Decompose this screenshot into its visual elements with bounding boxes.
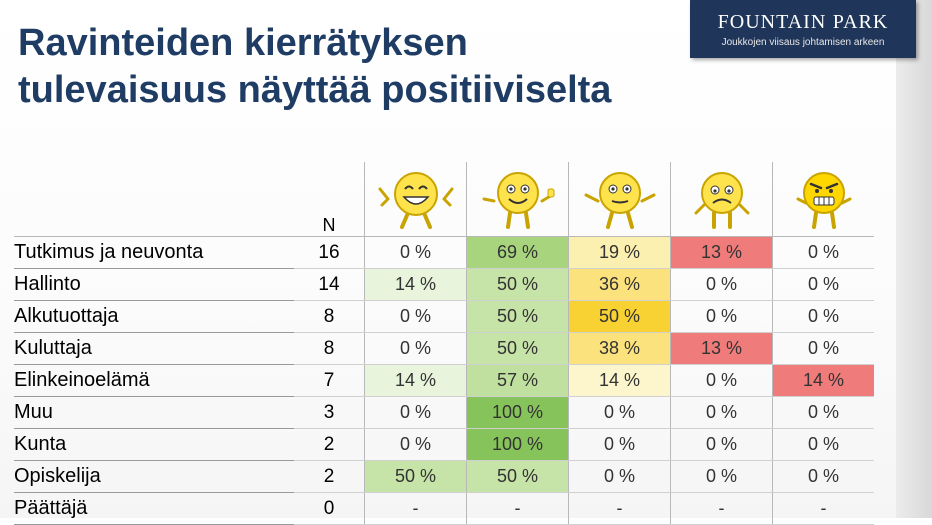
percentage-cell: -	[772, 492, 874, 525]
table-row: Hallinto 14 14 % 50 % 36 % 0 % 0 %	[14, 268, 874, 301]
percentage-cell: 0 %	[670, 460, 773, 493]
angry-face-icon	[773, 162, 875, 237]
happy-face-icon	[466, 162, 569, 237]
logo-name: Fountain Park	[690, 9, 916, 34]
row-n-value: 0	[294, 492, 365, 525]
percentage-cell: 100 %	[466, 428, 569, 461]
row-n-value: 8	[294, 332, 365, 365]
row-label: Elinkeinoelämä	[14, 364, 294, 397]
slide-title: Ravinteiden kierrätyksen tulevaisuus näy…	[18, 20, 611, 114]
percentage-cell: -	[568, 492, 671, 525]
neutral-face-icon	[568, 162, 671, 237]
percentage-cell: 0 %	[568, 460, 671, 493]
percentage-cell: 0 %	[364, 300, 467, 333]
percentage-cell: 69 %	[466, 236, 569, 269]
logo-name-first: Fountain	[717, 11, 827, 33]
table-row: Elinkeinoelämä 7 14 % 57 % 14 % 0 % 14 %	[14, 364, 874, 397]
percentage-cell: -	[466, 492, 569, 525]
percentage-cell: 0 %	[670, 300, 773, 333]
percentage-cell: -	[670, 492, 773, 525]
percentage-cell: 0 %	[364, 396, 467, 429]
row-label: Kunta	[14, 428, 294, 461]
percentage-cell: 14 %	[364, 268, 467, 301]
row-label: Tutkimus ja neuvonta	[14, 236, 294, 269]
percentage-cell: 36 %	[568, 268, 671, 301]
percentage-cell: 0 %	[364, 236, 467, 269]
table-row: Opiskelija 2 50 % 50 % 0 % 0 % 0 %	[14, 460, 874, 493]
percentage-cell: 0 %	[670, 396, 773, 429]
slide-edge-strip	[896, 0, 932, 518]
row-n-value: 14	[294, 268, 365, 301]
row-label: Muu	[14, 396, 294, 429]
percentage-cell: 100 %	[466, 396, 569, 429]
table-row: Päättäjä 0- - - - -	[14, 492, 874, 525]
row-label: Kuluttaja	[14, 332, 294, 365]
percentage-cell: 57 %	[466, 364, 569, 397]
percentage-cell: 14 %	[568, 364, 671, 397]
row-n-value: 3	[294, 396, 365, 429]
percentage-cell: 0 %	[670, 364, 773, 397]
percentage-cell: 0 %	[772, 300, 874, 333]
percentage-cell: 13 %	[670, 236, 773, 269]
percentage-cell: 0 %	[670, 268, 773, 301]
logo-tagline: Joukkojen viisaus johtamisen arkeen	[721, 37, 885, 48]
percentage-cell: 0 %	[772, 396, 874, 429]
row-label: Hallinto	[14, 268, 294, 301]
row-n-value: 16	[294, 236, 365, 269]
percentage-cell: 50 %	[466, 268, 569, 301]
unhappy-face-icon	[670, 162, 773, 237]
table-corner	[14, 162, 294, 237]
row-n-value: 7	[294, 364, 365, 397]
percentage-cell: 0 %	[772, 268, 874, 301]
table-row: Alkutuottaja 8 0 % 50 % 50 % 0 % 0 %	[14, 300, 874, 333]
percentage-cell: -	[364, 492, 467, 525]
row-n-value: 2	[294, 428, 365, 461]
percentage-cell: 50 %	[568, 300, 671, 333]
percentage-cell: 0 %	[568, 396, 671, 429]
percentage-cell: 0 %	[364, 332, 467, 365]
percentage-cell: 0 %	[772, 236, 874, 269]
percentage-cell: 14 %	[364, 364, 467, 397]
percentage-cell: 14 %	[772, 364, 874, 397]
row-n-value: 2	[294, 460, 365, 493]
row-n-value: 8	[294, 300, 365, 333]
percentage-cell: 38 %	[568, 332, 671, 365]
title-line-2: tulevaisuus näyttää positiiviselta	[18, 69, 612, 111]
table-body: Tutkimus ja neuvonta 16 0 % 69 % 19 % 13 % 0 %…	[14, 236, 874, 525]
percentage-cell: 0 %	[772, 460, 874, 493]
fountain-park-logo: Fountain Park Joukkojen viisaus johtamis…	[690, 0, 916, 58]
row-label: Opiskelija	[14, 460, 294, 493]
row-label: Päättäjä	[14, 492, 294, 525]
table-row: Muu 3 0 % 100 % 0 % 0 % 0 %	[14, 396, 874, 429]
percentage-cell: 50 %	[466, 300, 569, 333]
title-line-1: Ravinteiden kierrätyksen	[18, 22, 468, 64]
percentage-cell: 0 %	[364, 428, 467, 461]
percentage-cell: 50 %	[466, 332, 569, 365]
table-row: Kuluttaja 8 0 % 50 % 38 % 13 % 0 %	[14, 332, 874, 365]
table-row: Tutkimus ja neuvonta 16 0 % 69 % 19 % 13 % 0 %	[14, 236, 874, 269]
results-table: N	[14, 162, 874, 525]
row-label: Alkutuottaja	[14, 300, 294, 333]
percentage-cell: 50 %	[364, 460, 467, 493]
percentage-cell: 0 %	[772, 332, 874, 365]
percentage-cell: 0 %	[772, 428, 874, 461]
very-happy-face-icon	[364, 162, 467, 237]
percentage-cell: 50 %	[466, 460, 569, 493]
table-row: Kunta 2 0 % 100 % 0 % 0 % 0 %	[14, 428, 874, 461]
percentage-cell: 19 %	[568, 236, 671, 269]
logo-name-second: Park	[832, 11, 889, 33]
percentage-cell: 0 %	[670, 428, 773, 461]
percentage-cell: 13 %	[670, 332, 773, 365]
percentage-cell: 0 %	[568, 428, 671, 461]
table-header-row: N	[14, 162, 874, 237]
n-column-header: N	[294, 162, 365, 237]
